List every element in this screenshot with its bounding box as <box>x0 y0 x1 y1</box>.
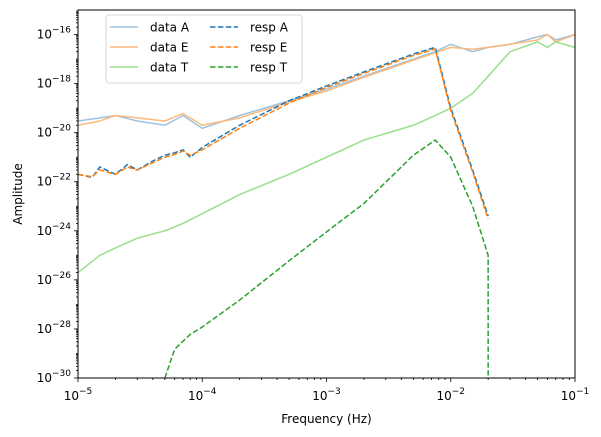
legend-label: resp A <box>250 21 289 35</box>
series-data-a <box>78 33 575 130</box>
x-tick-label: 10−5 <box>64 387 93 403</box>
x-tick-label: 10−1 <box>561 387 590 403</box>
y-tick-label: 10−20 <box>37 124 72 140</box>
legend-label: data E <box>150 41 188 55</box>
y-tick-label: 10−26 <box>37 271 72 287</box>
y-tick-label: 10−22 <box>37 173 71 189</box>
x-axis-label: Frequency (Hz) <box>281 412 372 426</box>
legend-label: resp T <box>250 61 288 75</box>
y-tick-label: 10−30 <box>37 369 72 385</box>
legend-frame <box>105 14 303 84</box>
series-resp-e <box>78 48 489 220</box>
series-layer <box>78 33 575 378</box>
series-data-t <box>78 41 575 274</box>
y-axis-label: Amplitude <box>11 163 25 225</box>
legend-label: resp E <box>250 41 287 55</box>
series-resp-t <box>164 139 489 378</box>
legend: data A data E data T resp A resp E resp T <box>105 14 303 84</box>
legend-label: data A <box>150 21 190 35</box>
series-data-e <box>78 33 575 127</box>
y-axis-ticks: 10−30 10−28 10−26 10−24 10−22 10−20 10−18 10−16 <box>37 10 78 385</box>
x-tick-label: 10−4 <box>188 387 217 403</box>
series-resp-a <box>78 46 489 217</box>
y-tick-label: 10−24 <box>37 222 72 238</box>
x-tick-label: 10−3 <box>312 387 341 403</box>
legend-label: data T <box>150 61 189 75</box>
x-axis-ticks: 10−5 10−4 10−3 10−2 10−1 <box>64 378 590 403</box>
y-tick-label: 10−28 <box>37 320 72 336</box>
y-tick-label: 10−16 <box>37 26 72 42</box>
x-tick-label: 10−2 <box>436 387 465 403</box>
y-tick-label: 10−18 <box>37 75 72 91</box>
